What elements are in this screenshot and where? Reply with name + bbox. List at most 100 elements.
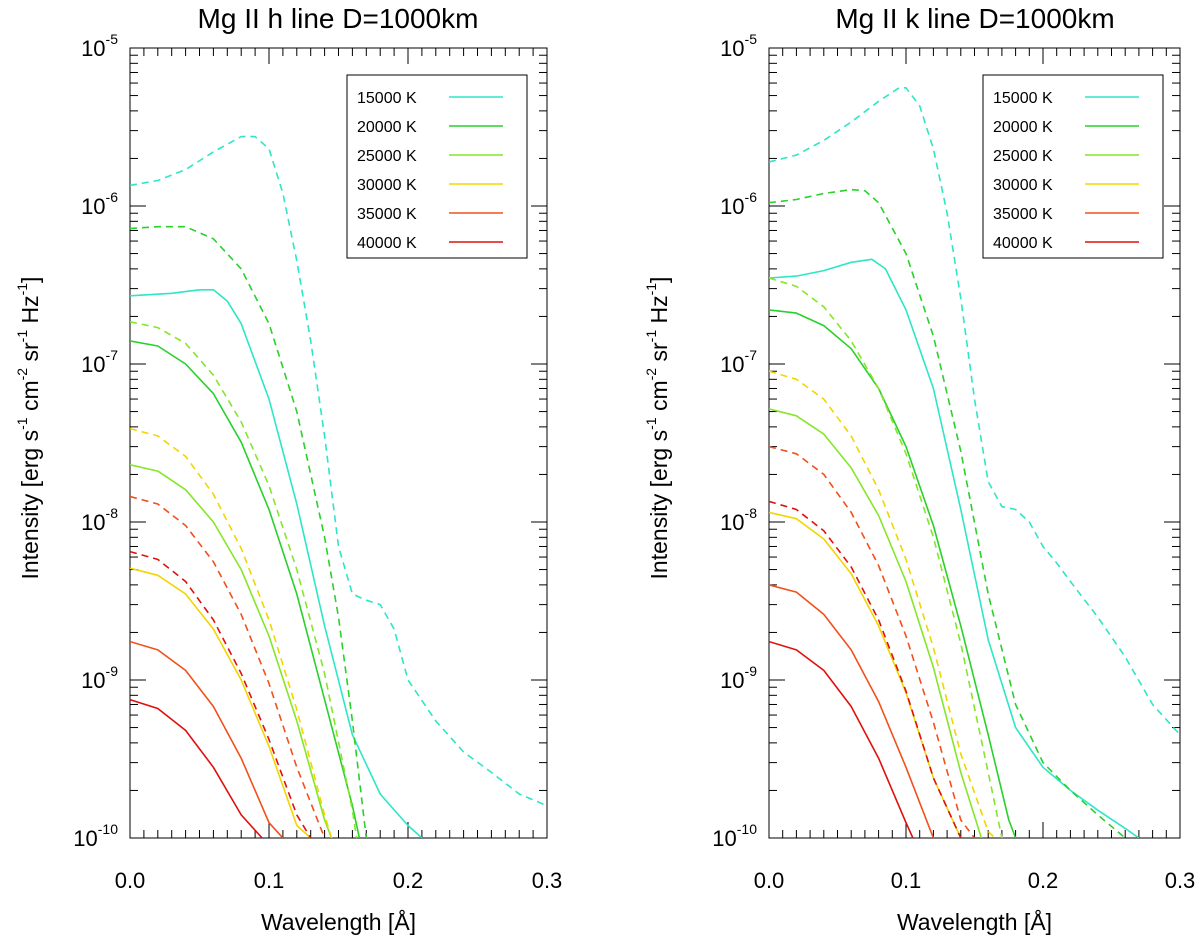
x-tick-label: 0.1 (891, 868, 922, 893)
y-tick-mantissa: 10 (720, 668, 744, 693)
legend: 15000 K 20000 K 25000 K 30000 K 35000 K 40000… (982, 74, 1164, 259)
series-line (769, 258, 1140, 838)
series-line (130, 640, 284, 838)
x-tick-label: 0.3 (532, 868, 563, 893)
y-tick-mantissa: 10 (720, 352, 744, 377)
series-line (769, 277, 1003, 838)
y-tick-exponent: -8 (106, 505, 119, 521)
y-tick-label: 10-7 (81, 347, 118, 377)
y-tick-exponent: -7 (745, 347, 758, 363)
series-line (769, 445, 976, 838)
legend-label: 40000 K (357, 235, 417, 252)
series-line (130, 550, 312, 838)
legend-label: 20000 K (993, 119, 1053, 136)
series-group (769, 87, 1180, 838)
y-label-unit: sr (646, 342, 672, 368)
y-axis-label: Intensity [erg s-1 cm-2 sr-1 Hz-1] (643, 277, 672, 580)
series-line (769, 640, 914, 838)
y-tick-exponent: -9 (106, 663, 119, 679)
series-line (769, 408, 983, 838)
y-tick-label: 10-7 (720, 347, 757, 377)
y-tick-exponent: -7 (106, 347, 119, 363)
series-line (769, 584, 935, 838)
series-line (130, 698, 263, 838)
series-line (769, 309, 1017, 838)
series-line (769, 188, 1126, 838)
y-tick-label: 10-9 (720, 663, 757, 693)
y-tick-label: 10-6 (81, 189, 118, 219)
legend-label: 40000 K (993, 235, 1053, 252)
y-tick-mantissa: 10 (81, 668, 105, 693)
series-line (130, 225, 368, 838)
y-label-unit: cm (17, 380, 43, 417)
y-label-superscript: -2 (643, 368, 659, 381)
legend-label: 35000 K (357, 206, 417, 223)
y-tick-mantissa: 10 (720, 194, 744, 219)
y-label-superscript: -1 (643, 283, 659, 296)
y-label-unit: sr (17, 342, 43, 368)
legend-box (982, 74, 1164, 259)
y-label-unit: ] (17, 277, 43, 283)
y-tick-label: 10-6 (720, 189, 757, 219)
legend: 15000 K 20000 K 25000 K 30000 K 35000 K 40000… (346, 74, 528, 259)
legend-label: 30000 K (993, 177, 1053, 194)
series-line (769, 370, 996, 838)
y-tick-label: 10-5 (720, 31, 757, 61)
y-label-superscript: -1 (14, 417, 30, 430)
y-tick-label: 10-9 (81, 663, 118, 693)
x-tick-label: 0.1 (254, 868, 285, 893)
y-label-superscript: -1 (643, 330, 659, 343)
legend-label: 35000 K (993, 206, 1053, 223)
series-line (130, 567, 312, 838)
series-line (769, 511, 962, 838)
y-label-superscript: -1 (643, 417, 659, 430)
y-label-unit: Hz (646, 295, 672, 330)
y-tick-exponent: -6 (106, 189, 119, 205)
y-label-base: Intensity [erg s (646, 430, 672, 580)
y-tick-exponent: -8 (745, 505, 758, 521)
legend-label: 15000 K (993, 90, 1053, 107)
x-axis-label: Wavelength [Å] (897, 908, 1052, 935)
y-axis-label: Intensity [erg s-1 cm-2 sr-1 Hz-1] (14, 277, 43, 580)
y-tick-mantissa: 10 (720, 510, 744, 535)
y-tick-label: 10-10 (73, 821, 118, 851)
y-tick-mantissa: 10 (81, 352, 105, 377)
y-tick-label: 10-8 (81, 505, 118, 535)
y-label-superscript: -1 (14, 330, 30, 343)
x-tick-label: 0.2 (1028, 868, 1059, 893)
y-tick-exponent: -10 (737, 821, 757, 837)
y-tick-exponent: -10 (98, 821, 118, 837)
y-tick-exponent: -9 (745, 663, 758, 679)
legend-label: 25000 K (993, 148, 1053, 165)
series-line (769, 500, 962, 838)
series-line (130, 321, 358, 838)
chart-title: Mg II k line D=1000km (835, 3, 1114, 34)
series-line (130, 289, 423, 838)
y-tick-mantissa: 10 (81, 510, 105, 535)
x-axis-label: Wavelength [Å] (261, 908, 416, 935)
y-label-unit: ] (646, 277, 672, 283)
y-tick-mantissa: 10 (720, 36, 744, 61)
y-label-unit: cm (646, 380, 672, 417)
legend-box (346, 74, 528, 259)
y-tick-exponent: -6 (745, 189, 758, 205)
y-tick-mantissa: 10 (73, 826, 97, 851)
x-tick-label: 0.2 (393, 868, 424, 893)
series-line (130, 427, 333, 838)
legend-label: 20000 K (357, 119, 417, 136)
y-tick-mantissa: 10 (712, 826, 736, 851)
y-label-unit: Hz (17, 295, 43, 330)
y-tick-label: 10-10 (712, 821, 757, 851)
series-line (769, 87, 1180, 736)
y-tick-exponent: -5 (106, 31, 119, 47)
x-tick-label: 0.3 (1165, 868, 1196, 893)
y-label-base: Intensity [erg s (17, 430, 43, 580)
y-tick-mantissa: 10 (81, 36, 105, 61)
y-tick-mantissa: 10 (81, 194, 105, 219)
legend-label: 15000 K (357, 90, 417, 107)
x-tick-label: 0.0 (754, 868, 785, 893)
